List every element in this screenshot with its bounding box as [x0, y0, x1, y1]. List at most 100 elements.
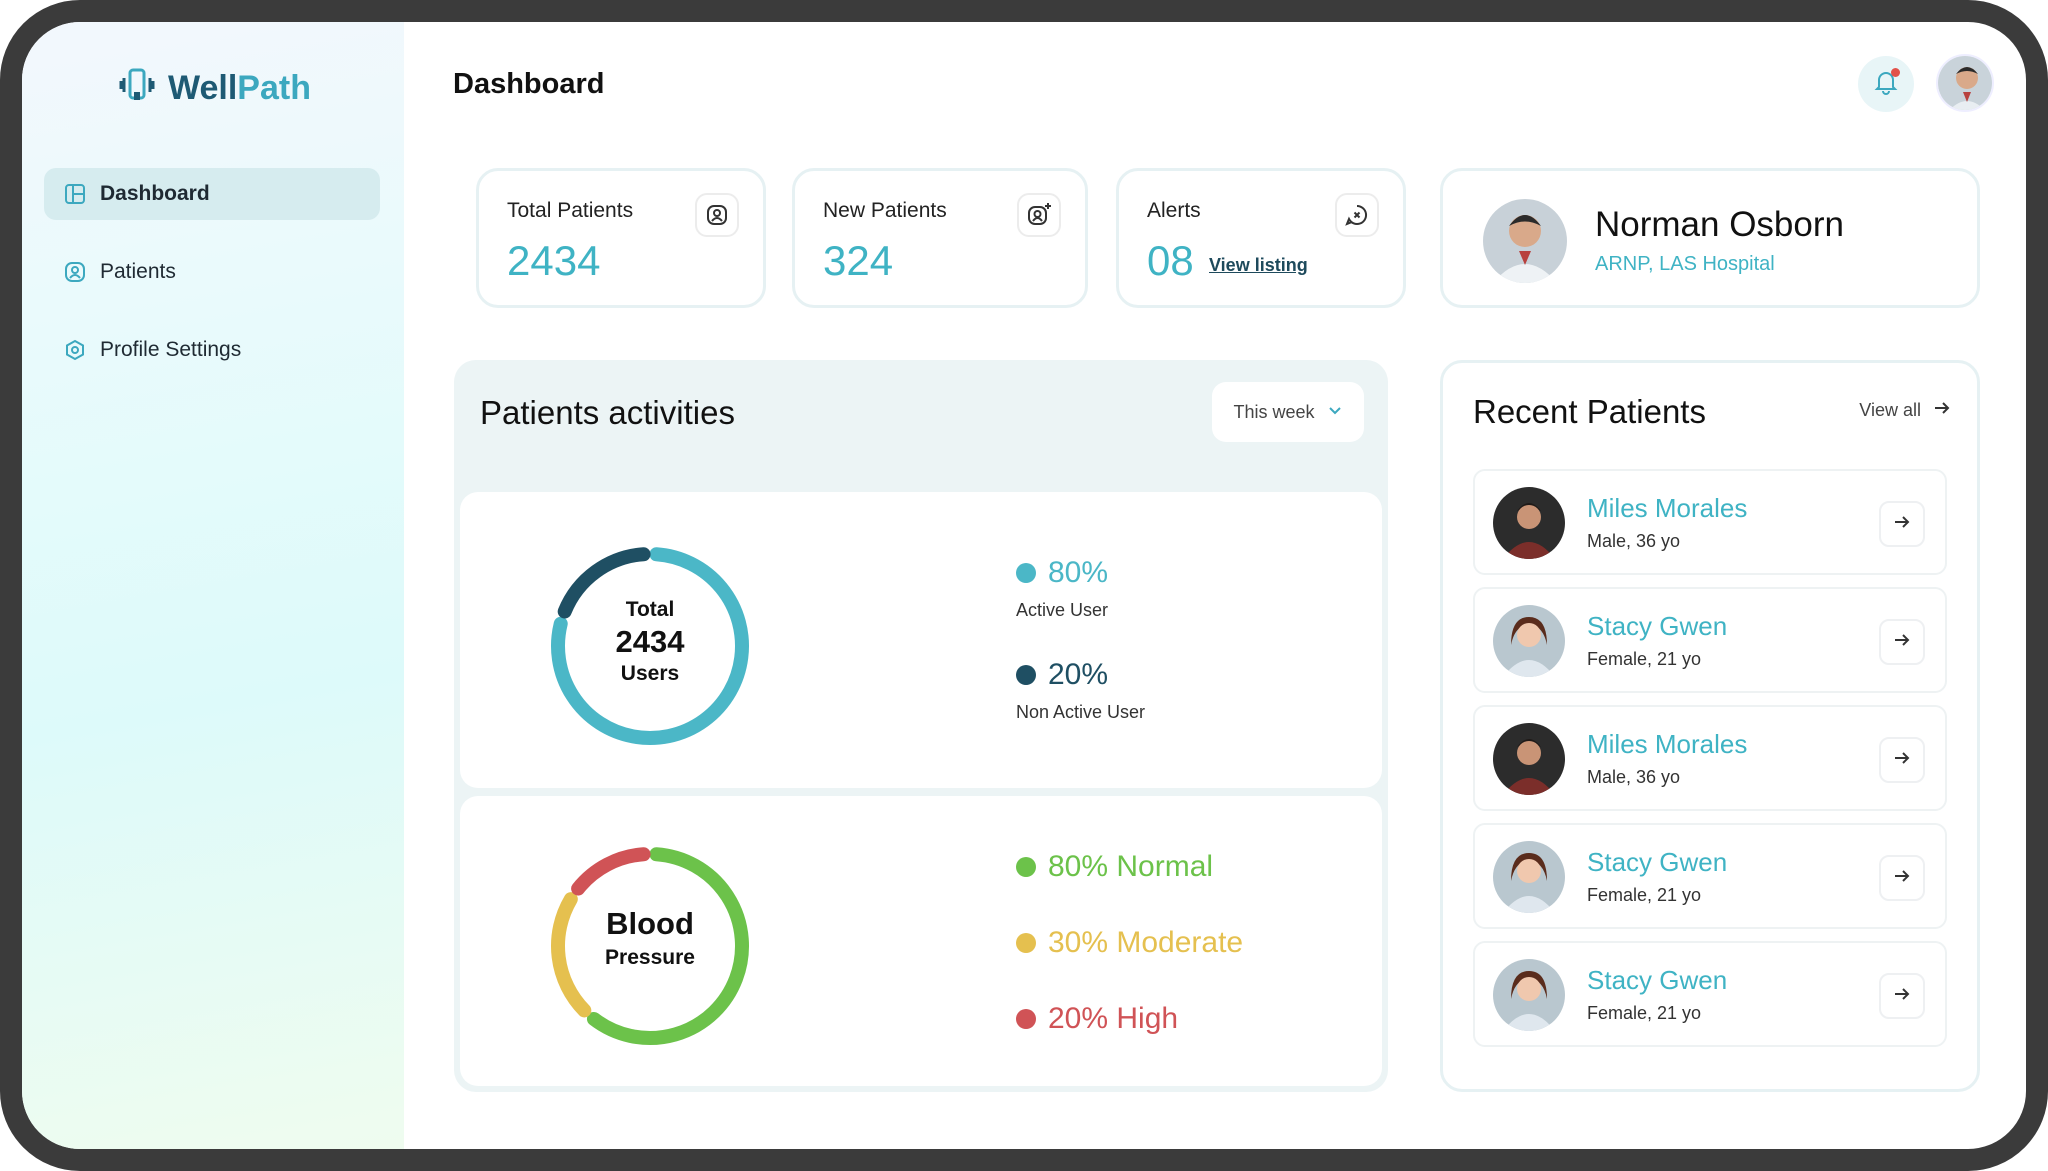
- donut-slice-high: [571, 847, 651, 896]
- donut-center-line2: Users: [620, 662, 680, 685]
- donut-center-label: Total 2434 Users: [530, 526, 770, 766]
- arrow-right-icon: [1893, 513, 1911, 536]
- view-listing-link[interactable]: View listing: [1209, 255, 1308, 275]
- legend-value: 80% Normal: [1048, 850, 1214, 883]
- patient-row[interactable]: Miles Morales Male, 36 yo: [1473, 469, 1947, 575]
- donut-slice-active-user: [551, 547, 749, 745]
- stat-value: 324: [823, 237, 894, 284]
- users-chart-panel: Total 2434 Users 80% Active User 20% Non…: [460, 492, 1382, 788]
- logo-text: WellPath: [168, 69, 311, 107]
- legend-item: 80% Normal: [1016, 850, 1213, 884]
- arrow-right-icon: [1933, 399, 1951, 422]
- sidebar-item-label: Profile Settings: [100, 338, 242, 361]
- stat-label: Total Patients: [507, 199, 634, 222]
- stat-label: New Patients: [823, 199, 947, 222]
- arrow-right-icon: [1893, 631, 1911, 654]
- patient-avatar: [1493, 723, 1565, 795]
- patient-name: Miles Morales: [1587, 493, 1748, 523]
- user-add-icon: [1017, 193, 1061, 237]
- patient-avatar: [1493, 841, 1565, 913]
- legend-value: 20% High: [1048, 1002, 1179, 1035]
- legend-label: Non Active User: [1016, 702, 1146, 722]
- arrow-right-icon: [1893, 749, 1911, 772]
- donut-center-line2: Pressure: [605, 946, 695, 969]
- patient-name: Stacy Gwen: [1587, 965, 1728, 995]
- section-title: Recent Patients: [1473, 393, 1706, 430]
- doctor-name: Norman Osborn: [1595, 205, 1844, 244]
- patient-row[interactable]: Stacy Gwen Female, 21 yo: [1473, 941, 1947, 1047]
- blood-pressure-panel: Blood Pressure 80% Normal 30% Moderate 2…: [460, 796, 1382, 1086]
- patient-info: Female, 21 yo: [1587, 885, 1702, 905]
- patient-info: Male, 36 yo: [1587, 767, 1681, 787]
- recent-patients-section: Recent Patients View all Miles Morales Ma…: [1440, 360, 1980, 1092]
- message-alert-icon: [1335, 193, 1379, 237]
- legend-dot: [1016, 1009, 1036, 1029]
- legend-item: 20%: [1016, 658, 1108, 692]
- total-patients-card[interactable]: Total Patients 2434: [476, 168, 766, 308]
- donut-slice-non-active-user: [557, 547, 651, 619]
- page-title: Dashboard: [453, 68, 605, 100]
- doctor-avatar: [1483, 199, 1567, 283]
- legend-dot: [1016, 933, 1036, 953]
- arrow-right-icon: [1893, 985, 1911, 1008]
- sidebar-item-patients[interactable]: Patients: [44, 246, 380, 298]
- open-patient-button[interactable]: [1879, 619, 1925, 665]
- patient-name: Stacy Gwen: [1587, 611, 1728, 641]
- patient-avatar: [1493, 605, 1565, 677]
- donut-center-line1: Total: [625, 598, 675, 621]
- new-patients-card[interactable]: New Patients 324: [792, 168, 1088, 308]
- chevron-down-icon: [1327, 402, 1343, 423]
- patient-row[interactable]: Stacy Gwen Female, 21 yo: [1473, 587, 1947, 693]
- patient-row[interactable]: Stacy Gwen Female, 21 yo: [1473, 823, 1947, 929]
- doctor-affiliation: ARNP, LAS Hospital: [1595, 253, 1775, 275]
- view-all-link[interactable]: View all: [1859, 399, 1951, 422]
- open-patient-button[interactable]: [1879, 501, 1925, 547]
- patient-row[interactable]: Miles Morales Male, 36 yo: [1473, 705, 1947, 811]
- donut-center-line1: Blood: [606, 906, 694, 941]
- legend-value: 30% Moderate: [1048, 926, 1244, 959]
- sidebar: WellPath Dashboard Patients Profile Sett…: [22, 22, 404, 1149]
- legend-dot: [1016, 857, 1036, 877]
- stat-value: 2434: [507, 237, 601, 284]
- legend-label: Active User: [1016, 600, 1109, 620]
- users-donut-chart: [551, 547, 749, 745]
- patient-info: Female, 21 yo: [1587, 649, 1702, 669]
- open-patient-button[interactable]: [1879, 855, 1925, 901]
- patient-name: Miles Morales: [1587, 729, 1748, 759]
- donut-center-value: 2434: [615, 624, 685, 659]
- avatar[interactable]: [1936, 54, 1994, 112]
- section-title: Patients activities: [480, 394, 735, 431]
- arrow-right-icon: [1893, 867, 1911, 890]
- user-badge-icon: [695, 193, 739, 237]
- sidebar-item-label: Dashboard: [100, 182, 210, 205]
- logo[interactable]: WellPath: [118, 66, 311, 111]
- notifications-button[interactable]: [1858, 56, 1914, 112]
- period-select[interactable]: This week: [1212, 382, 1364, 442]
- period-select-value: This week: [1233, 401, 1315, 422]
- stat-label: Alerts: [1147, 199, 1201, 222]
- alerts-card[interactable]: Alerts 08 View listing: [1116, 168, 1406, 308]
- stat-value: 08: [1147, 237, 1194, 284]
- legend-value: 80%: [1048, 556, 1109, 589]
- user-icon: [64, 261, 86, 283]
- patient-avatar: [1493, 959, 1565, 1031]
- gear-icon: [64, 339, 86, 361]
- patient-info: Female, 21 yo: [1587, 1003, 1702, 1023]
- doctor-profile-card[interactable]: Norman Osborn ARNP, LAS Hospital: [1440, 168, 1980, 308]
- open-patient-button[interactable]: [1879, 737, 1925, 783]
- legend-item: 20% High: [1016, 1002, 1178, 1036]
- sidebar-item-profile-settings[interactable]: Profile Settings: [44, 324, 380, 376]
- donut-center-label: Blood Pressure: [530, 826, 770, 1066]
- donut-slice-normal: [586, 847, 749, 1045]
- donut-slice-moderate: [551, 892, 592, 1018]
- bell-icon: [1873, 69, 1899, 100]
- patients-activities-section: Patients activities This week Total 2434…: [454, 360, 1388, 1092]
- open-patient-button[interactable]: [1879, 973, 1925, 1019]
- sidebar-item-dashboard[interactable]: Dashboard: [44, 168, 380, 220]
- logo-icon: [118, 66, 158, 111]
- sidebar-item-label: Patients: [100, 260, 176, 283]
- patient-name: Stacy Gwen: [1587, 847, 1728, 877]
- legend-dot: [1016, 563, 1036, 583]
- patient-avatar: [1493, 487, 1565, 559]
